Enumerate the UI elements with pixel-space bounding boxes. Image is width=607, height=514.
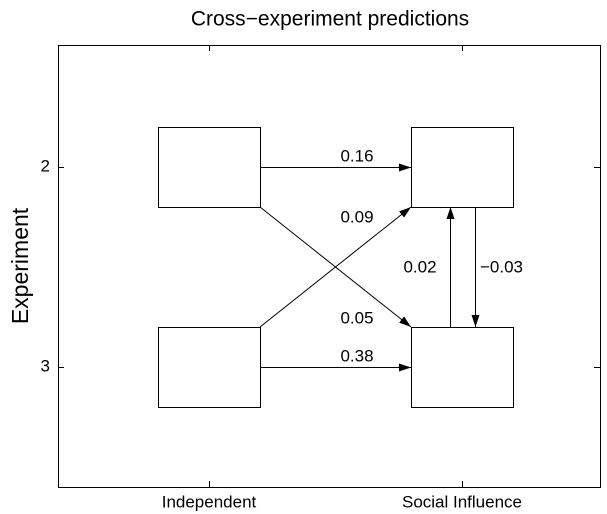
edge-label: 0.16 <box>340 146 373 165</box>
y-tick-label: 3 <box>41 356 50 375</box>
edge-label: 0.09 <box>340 207 373 226</box>
edge-label: 0.05 <box>340 308 373 327</box>
edge-label: −0.03 <box>480 257 523 276</box>
ticks <box>58 45 600 487</box>
boxes <box>158 127 514 408</box>
y-tick-label: 2 <box>41 156 50 175</box>
title: Cross−experiment predictions <box>191 8 469 31</box>
axes-frame <box>58 45 601 488</box>
x-tick-label: Independent <box>162 492 257 511</box>
edge-label: 0.38 <box>340 346 373 365</box>
edge-label: 0.02 <box>403 257 436 276</box>
x-tick-label: Social Influence <box>402 492 522 511</box>
arrows <box>259 163 480 372</box>
y-axis-label: Experiment <box>7 207 33 324</box>
